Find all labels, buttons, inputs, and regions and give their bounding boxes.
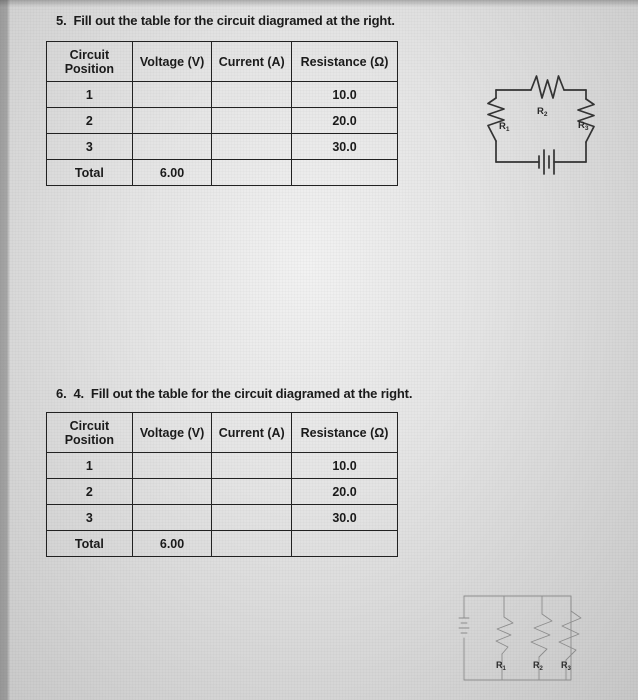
svg-text:R2: R2	[533, 660, 544, 672]
svg-text:R1: R1	[496, 660, 507, 672]
